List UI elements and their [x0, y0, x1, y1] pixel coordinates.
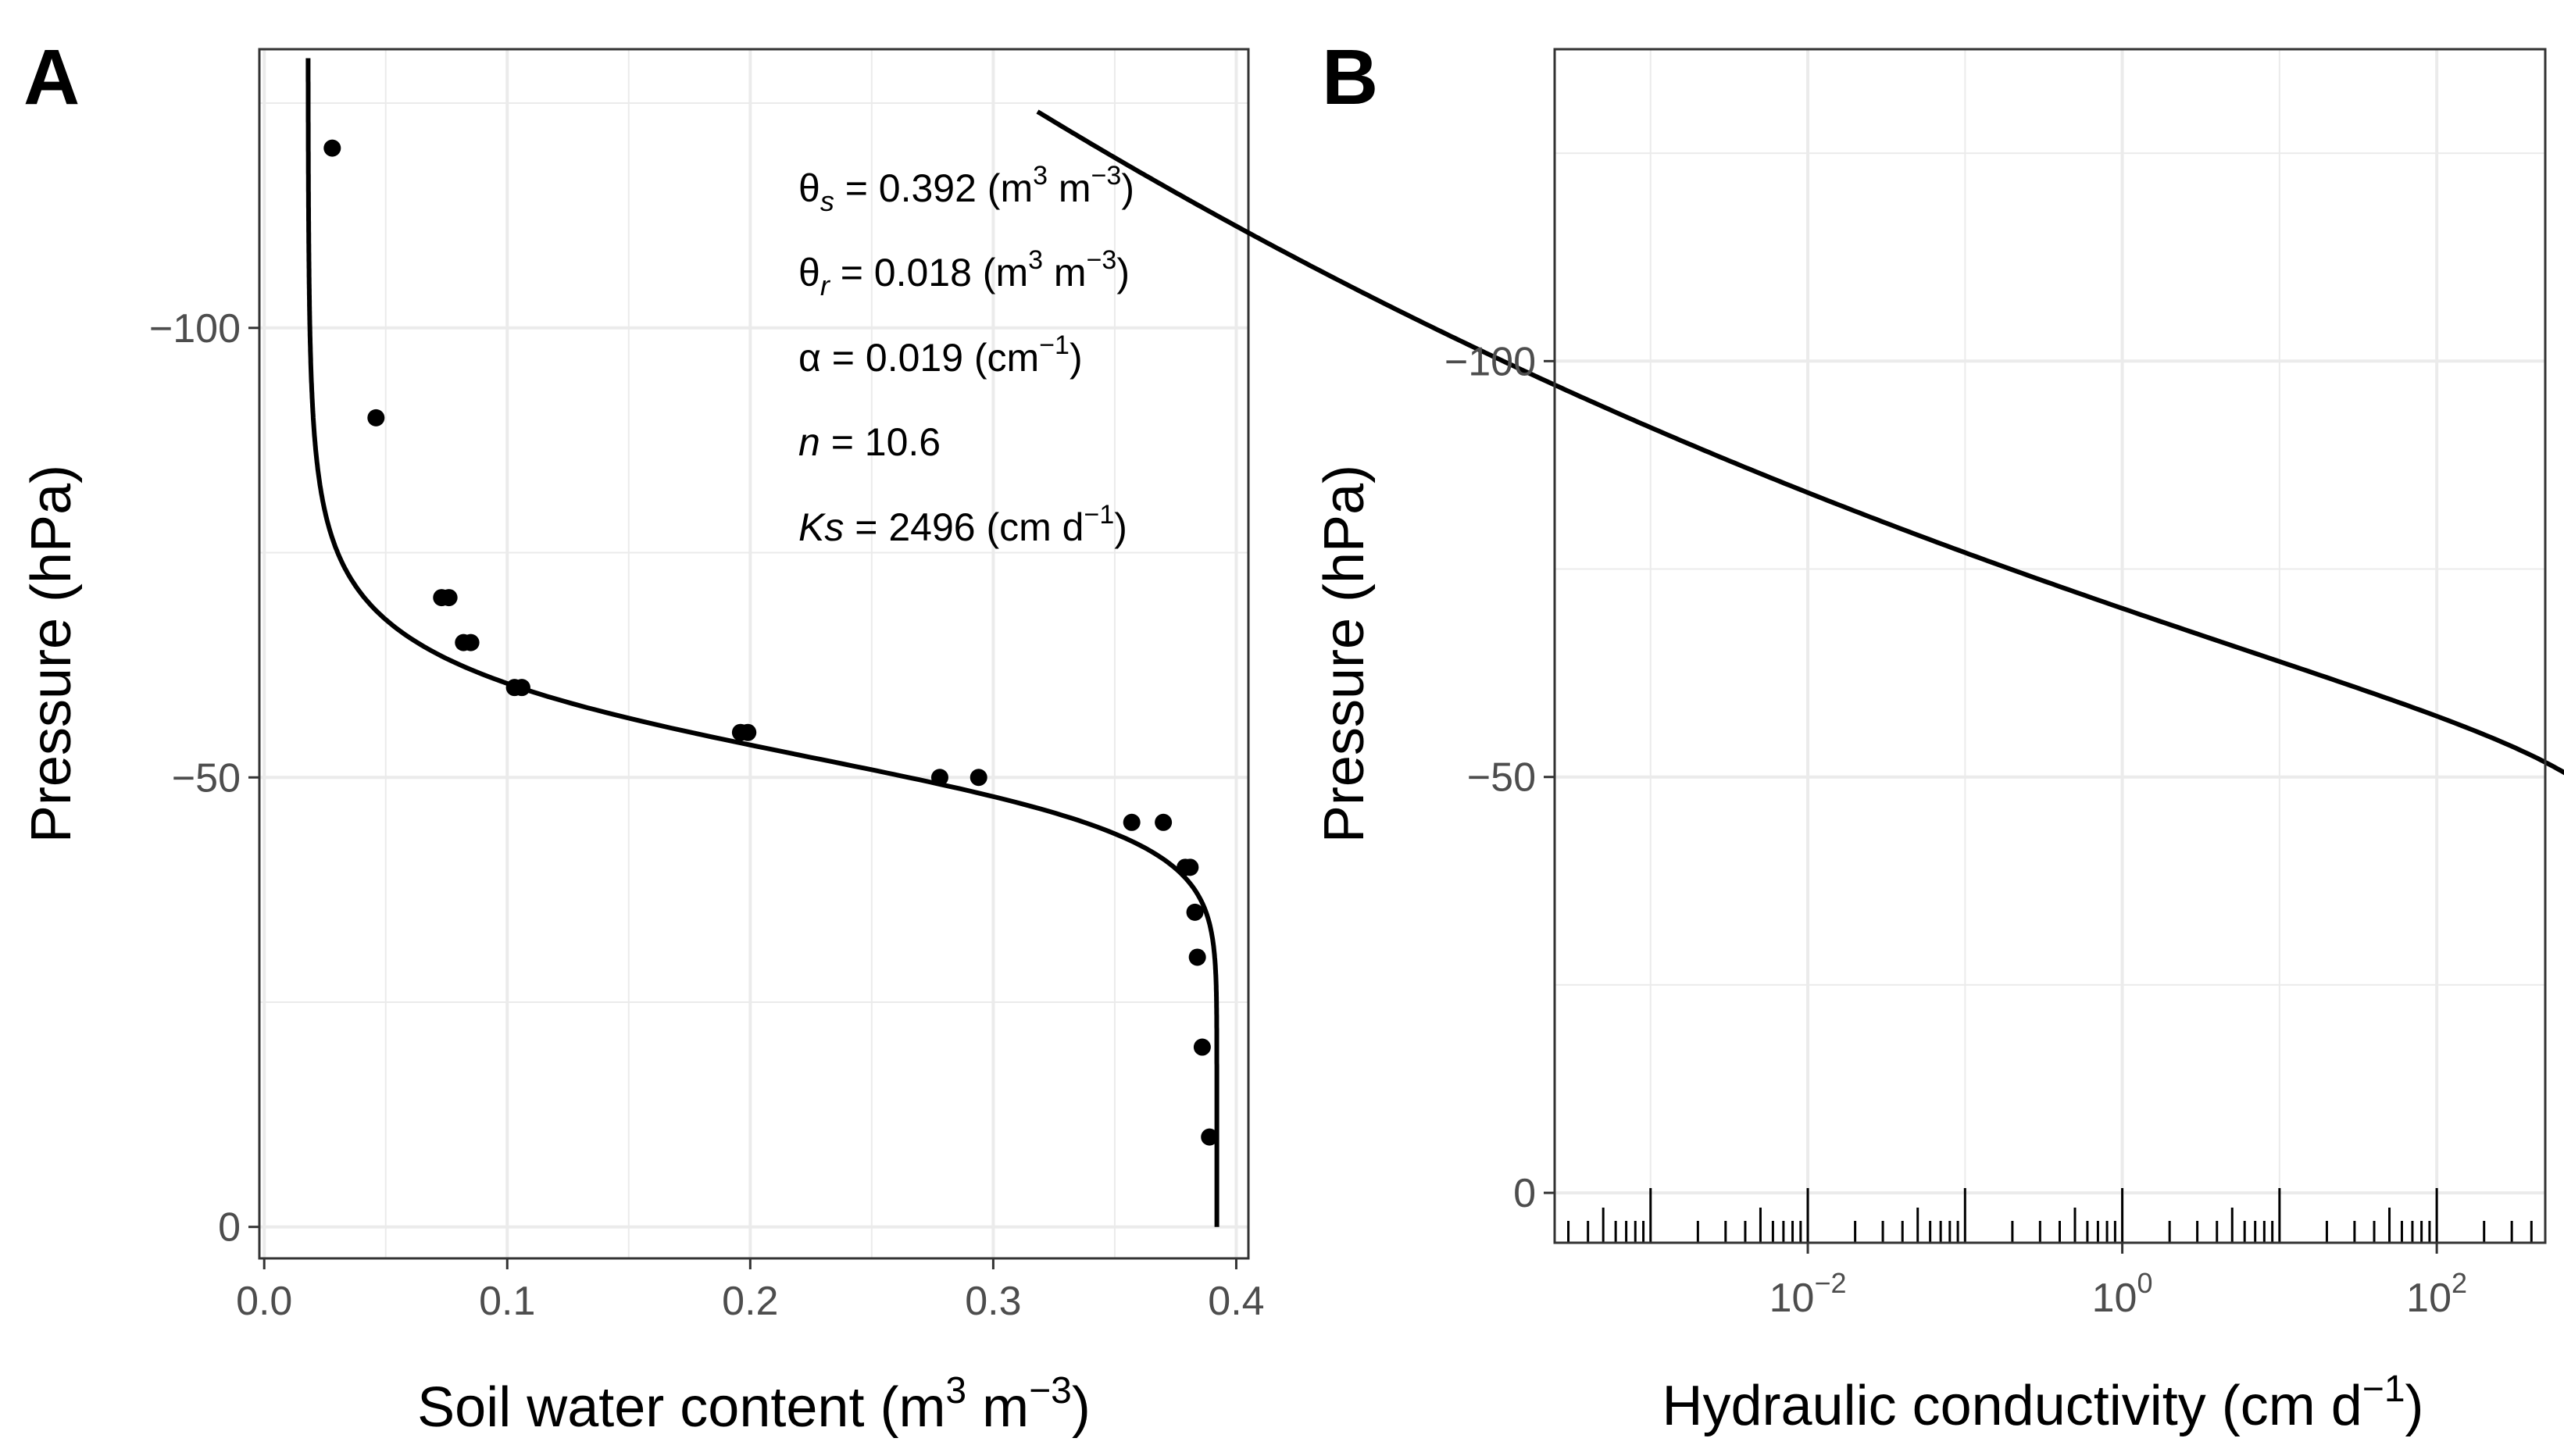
- panel-a-data-point: [1201, 1128, 1219, 1146]
- panel-a-x-tick-label: 0.3: [965, 1279, 1021, 1324]
- panel-a-data-point: [1181, 858, 1199, 876]
- panel-a-data-point: [739, 723, 757, 741]
- panel-a-data-point: [1186, 903, 1204, 921]
- panel-a-fit-curve: [305, 58, 1220, 1227]
- panel-b-y-tick-label: −50: [1467, 755, 1536, 801]
- panel-b-x-tick-label: 10−2: [1769, 1267, 1847, 1321]
- panel-a-data-point: [367, 409, 385, 426]
- panel-a-x-axis-title: Soil water content (m3 m−3): [417, 1370, 1091, 1439]
- panel-a-x-tick-label: 0.2: [722, 1279, 778, 1324]
- panel-label-b: B: [1322, 34, 1378, 121]
- panel-a-x-tick-label: 0.0: [236, 1279, 292, 1324]
- panel-b-x-tick-label: 102: [2406, 1267, 2467, 1321]
- annotation-theta-r: θr = 0.018 (m3 m−3): [798, 245, 1130, 302]
- panel-a-x-tick-label: 0.1: [479, 1279, 535, 1324]
- panel-a-data-points: [323, 139, 1219, 1146]
- panel-a-data-point: [1123, 813, 1141, 831]
- panel-a-frame: [258, 48, 1250, 1260]
- panel-a-grid: [259, 49, 1248, 1258]
- panel-a-data-point: [1188, 948, 1206, 966]
- panel-b: 10−2 100 102 0 −50 −100 Hydraulic conductivit…: [1036, 48, 2564, 1437]
- panel-a-data-point: [1193, 1038, 1211, 1056]
- panel-a-data-point: [970, 769, 987, 787]
- panel-a-fit-curve-layer: [305, 58, 1220, 1227]
- annotation-n: n = 10.6: [798, 420, 941, 464]
- panel-b-axis-ticks: 10−2 100 102 0 −50 −100: [1444, 339, 2467, 1321]
- panel-a-data-point: [440, 589, 458, 607]
- panel-a-y-tick-label: −50: [172, 755, 241, 801]
- panel-b-y-tick-label: 0: [1513, 1171, 1536, 1216]
- panel-b-x-axis-title: Hydraulic conductivity (cm d−1): [1662, 1369, 2424, 1437]
- panel-b-y-tick-label: −100: [1444, 339, 1536, 384]
- panel-a-data-point: [323, 139, 341, 157]
- panel-b-y-axis-title: Pressure (hPa): [1313, 465, 1376, 843]
- panel-a-data-point: [1155, 813, 1173, 831]
- panel-a-data-point: [930, 769, 948, 787]
- panel-b-conductivity-curve: [1036, 109, 2564, 776]
- panel-b-conductivity-curve-layer: [1036, 109, 2564, 776]
- panel-a-y-axis-title: Pressure (hPa): [20, 465, 83, 843]
- annotation-alpha: α = 0.019 (cm−1): [798, 330, 1083, 380]
- panel-a-data-point: [512, 679, 530, 697]
- panel-a: 0.0 0.1 0.2 0.3 0.4 0 −50 −100 θs = 0.392 (m3 m…: [20, 48, 1265, 1439]
- panel-b-frame: [1553, 48, 2547, 1244]
- annotation-ks: Ks = 2496 (cm d−1): [798, 500, 1127, 549]
- panel-a-data-point: [462, 633, 480, 651]
- panel-a-parameter-annotations: θs = 0.392 (m3 m−3) θr = 0.018 (m3 m−3) …: [798, 161, 1134, 549]
- panel-label-a: A: [23, 34, 80, 121]
- panel-b-log-rug: [1567, 1188, 2533, 1243]
- panel-a-axis-ticks: 0.0 0.1 0.2 0.3 0.4 0 −50 −100: [149, 306, 1265, 1324]
- panel-b-x-tick-label: 100: [2092, 1267, 2153, 1321]
- panel-b-grid: [1555, 49, 2545, 1243]
- panel-a-y-tick-label: −100: [149, 306, 241, 352]
- panel-a-y-tick-label: 0: [218, 1205, 241, 1251]
- annotation-theta-s: θs = 0.392 (m3 m−3): [798, 161, 1134, 217]
- panel-a-x-tick-label: 0.4: [1208, 1279, 1264, 1324]
